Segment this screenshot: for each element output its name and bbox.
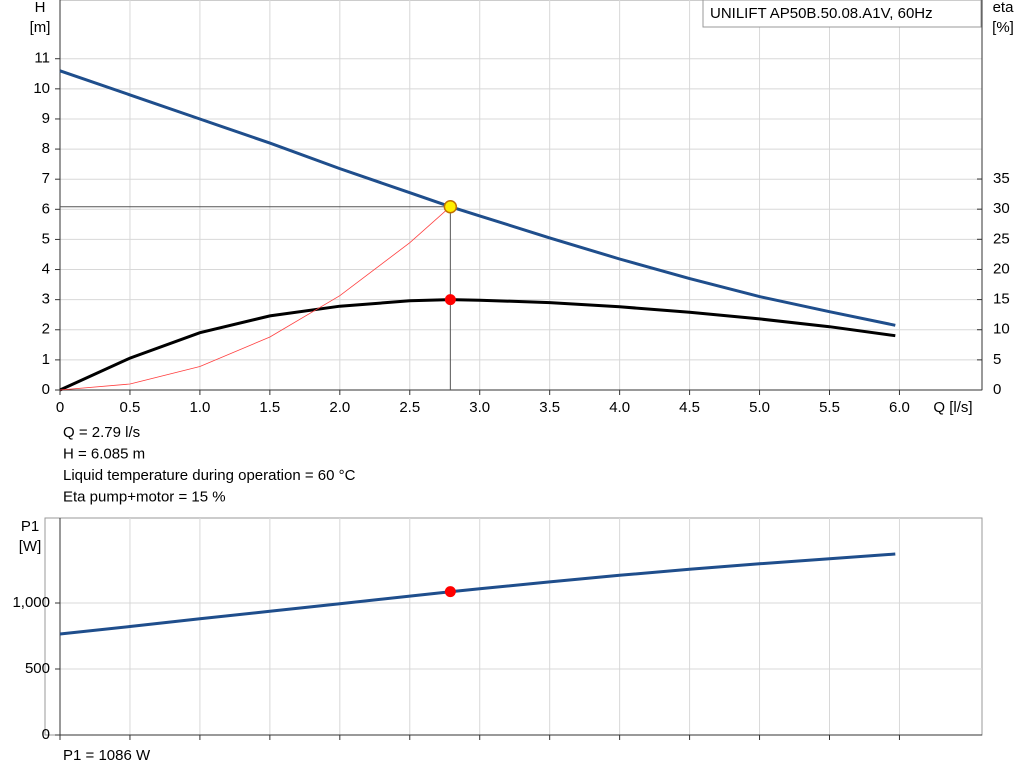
annotation: Q = 2.79 l/s xyxy=(63,424,140,441)
y-tick-label: 1 xyxy=(42,351,50,368)
operating-point xyxy=(444,586,456,598)
x-tick-label: 3.0 xyxy=(469,399,490,416)
chart-title: UNILIFT AP50B.50.08.A1V, 60Hz xyxy=(710,5,933,22)
x-tick-label: 1.0 xyxy=(189,399,210,416)
y2-tick-label: 30 xyxy=(993,200,1010,217)
x-tick-label: 4.5 xyxy=(679,399,700,416)
x-tick-label: 1.5 xyxy=(259,399,280,416)
y2-axis-label: eta xyxy=(993,0,1015,16)
y-axis-label: H xyxy=(35,0,46,16)
y2-tick-label: 10 xyxy=(993,321,1010,338)
y-axis-label: [m] xyxy=(30,19,51,36)
y-tick-label: 7 xyxy=(42,170,50,187)
y-tick-label: 500 xyxy=(25,660,50,677)
y-tick-label: 0 xyxy=(42,381,50,398)
x-axis-label: Q [l/s] xyxy=(933,399,972,416)
x-tick-label: 2.0 xyxy=(329,399,350,416)
y2-tick-label: 0 xyxy=(993,381,1001,398)
y-tick-label: 8 xyxy=(42,140,50,157)
x-tick-label: 0.5 xyxy=(120,399,141,416)
y-tick-label: 3 xyxy=(42,291,50,308)
x-tick-label: 5.0 xyxy=(749,399,770,416)
series-line xyxy=(59,69,896,327)
annotation: P1 = 1086 W xyxy=(63,747,151,764)
annotation: H = 6.085 m xyxy=(63,445,145,462)
y2-tick-label: 20 xyxy=(993,260,1010,277)
x-tick-label: 5.5 xyxy=(819,399,840,416)
y-tick-label: 11 xyxy=(34,50,50,67)
series-line xyxy=(59,552,896,636)
y-tick-label: 5 xyxy=(42,230,50,247)
x-tick-label: 2.5 xyxy=(399,399,420,416)
y-tick-label: 2 xyxy=(42,321,50,338)
y-tick-label: 6 xyxy=(42,200,50,217)
y2-axis-label: [%] xyxy=(992,19,1014,36)
y-tick-label: 4 xyxy=(42,261,50,278)
y-tick-label: 1,000 xyxy=(12,594,50,611)
y-tick-label: 0 xyxy=(42,726,50,743)
y-axis-label: P1 xyxy=(21,518,39,535)
y2-tick-label: 25 xyxy=(993,230,1010,247)
y-tick-label: 9 xyxy=(42,110,50,127)
y2-tick-label: 5 xyxy=(993,351,1001,368)
operating-point xyxy=(443,199,458,214)
y2-tick-label: 15 xyxy=(993,291,1010,308)
plot-area xyxy=(59,0,983,391)
plot-area xyxy=(44,517,983,736)
series-line xyxy=(59,298,896,392)
x-tick-label: 0 xyxy=(56,399,64,416)
title-box xyxy=(702,0,982,28)
x-tick-label: 6.0 xyxy=(889,399,910,416)
y2-tick-label: 35 xyxy=(993,170,1010,187)
x-tick-label: 4.0 xyxy=(609,399,630,416)
operating-point-eta xyxy=(444,294,456,306)
x-tick-label: 3.5 xyxy=(539,399,560,416)
y-axis-label: [W] xyxy=(19,538,42,555)
annotation: Eta pump+motor = 15 % xyxy=(63,488,226,505)
y-tick-label: 10 xyxy=(33,80,50,97)
annotation: Liquid temperature during operation = 60… xyxy=(63,467,356,484)
series-line xyxy=(59,206,451,391)
